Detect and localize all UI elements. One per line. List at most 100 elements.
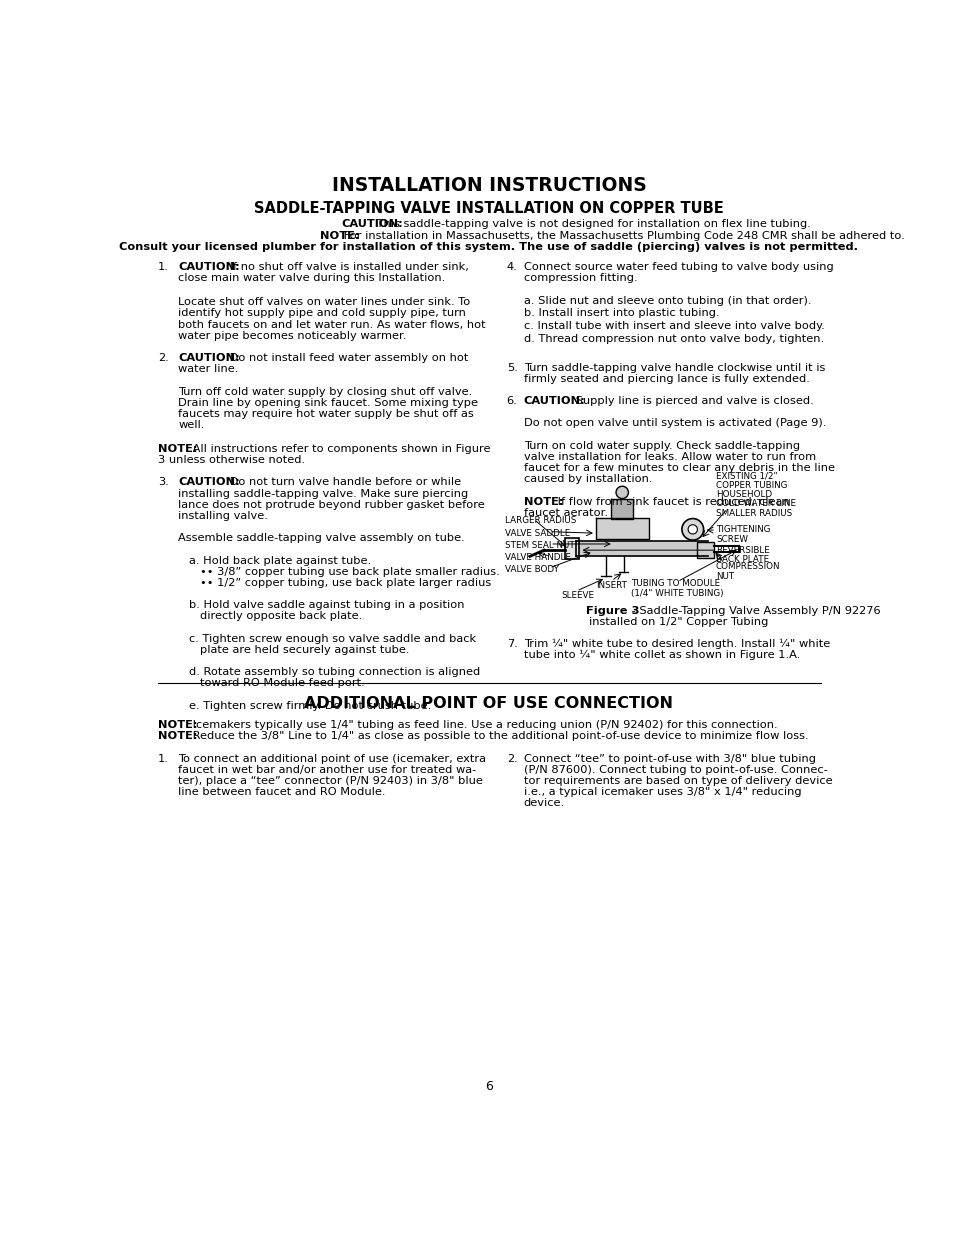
Text: All instructions refer to components shown in Figure: All instructions refer to components sho… (189, 443, 490, 454)
Text: CAUTION:: CAUTION: (523, 396, 585, 406)
Polygon shape (611, 499, 633, 519)
Text: •• 3/8” copper tubing use back plate smaller radius.: •• 3/8” copper tubing use back plate sma… (199, 567, 499, 577)
Circle shape (616, 487, 628, 499)
Text: Icemakers typically use 1/4" tubing as feed line. Use a reducing union (P/N 9240: Icemakers typically use 1/4" tubing as f… (189, 720, 777, 730)
Text: VALVE BODY: VALVE BODY (505, 564, 558, 574)
Text: ADDITIONAL POINT OF USE CONNECTION: ADDITIONAL POINT OF USE CONNECTION (304, 697, 673, 711)
Text: Connect “tee” to point-of-use with 3/8" blue tubing: Connect “tee” to point-of-use with 3/8" … (523, 753, 815, 763)
Text: caused by installation.: caused by installation. (523, 474, 652, 484)
Text: toward RO Module feed port.: toward RO Module feed port. (199, 678, 364, 688)
Text: valve installation for leaks. Allow water to run from: valve installation for leaks. Allow wate… (523, 452, 815, 462)
Text: Supply line is pierced and valve is closed.: Supply line is pierced and valve is clos… (571, 396, 813, 406)
Text: TUBING TO MODULE: TUBING TO MODULE (630, 579, 720, 588)
Text: tube into ¼" white collet as shown in Figure 1.A.: tube into ¼" white collet as shown in Fi… (523, 650, 800, 659)
Text: VALVE SADDLE: VALVE SADDLE (505, 529, 570, 537)
Text: NOTE:: NOTE: (158, 720, 197, 730)
Text: Do not install feed water assembly on hot: Do not install feed water assembly on ho… (226, 353, 468, 363)
Text: Drain line by opening sink faucet. Some mixing type: Drain line by opening sink faucet. Some … (178, 398, 477, 408)
Text: tor requirements are based on type of delivery device: tor requirements are based on type of de… (523, 776, 832, 787)
Text: LARGER RADIUS: LARGER RADIUS (505, 516, 576, 525)
Text: To connect an additional point of use (icemaker, extra: To connect an additional point of use (i… (178, 753, 486, 763)
Text: b. Install insert into plastic tubing.: b. Install insert into plastic tubing. (523, 309, 719, 319)
Text: If no shut off valve is installed under sink,: If no shut off valve is installed under … (226, 262, 468, 272)
Text: line between faucet and RO Module.: line between faucet and RO Module. (178, 787, 385, 798)
Circle shape (681, 519, 703, 540)
Text: faucet in wet bar and/or another use for treated wa-: faucet in wet bar and/or another use for… (178, 764, 476, 776)
Text: NOTE:: NOTE: (158, 731, 197, 741)
Text: plate are held securely against tube.: plate are held securely against tube. (199, 645, 409, 655)
Text: (P/N 87600). Connect tubing to point-of-use. Connec-: (P/N 87600). Connect tubing to point-of-… (523, 764, 826, 776)
Text: Turn saddle-tapping valve handle clockwise until it is: Turn saddle-tapping valve handle clockwi… (523, 363, 824, 373)
Text: Assemble saddle-tapping valve assembly on tube.: Assemble saddle-tapping valve assembly o… (178, 534, 464, 543)
Text: well.: well. (178, 420, 204, 430)
Text: (1/4" WHITE TUBING): (1/4" WHITE TUBING) (630, 589, 722, 598)
Text: installing saddle-tapping valve. Make sure piercing: installing saddle-tapping valve. Make su… (178, 489, 468, 499)
Text: 6: 6 (484, 1079, 493, 1093)
Text: e. Tighten screw firmly. Do not crush tube.: e. Tighten screw firmly. Do not crush tu… (189, 700, 431, 710)
Text: CAUTION:: CAUTION: (178, 478, 239, 488)
Text: Trim ¼" white tube to desired length. Install ¼" white: Trim ¼" white tube to desired length. In… (523, 638, 829, 648)
Text: If flow from sink faucet is reduced, clean: If flow from sink faucet is reduced, cle… (554, 496, 789, 506)
Text: Locate shut off valves on water lines under sink. To: Locate shut off valves on water lines un… (178, 298, 470, 308)
Text: water pipe becomes noticeably warmer.: water pipe becomes noticeably warmer. (178, 331, 406, 341)
Text: STEM SEAL NUT: STEM SEAL NUT (505, 541, 575, 550)
Text: INSERT: INSERT (596, 580, 626, 590)
Text: both faucets on and let water run. As water flows, hot: both faucets on and let water run. As wa… (178, 320, 485, 330)
Text: faucet for a few minutes to clear any debris in the line: faucet for a few minutes to clear any de… (523, 463, 834, 473)
Text: 7.: 7. (506, 638, 517, 648)
Text: 6.: 6. (506, 396, 517, 406)
Text: 1.: 1. (158, 753, 169, 763)
Text: HOUSEHOLD: HOUSEHOLD (716, 490, 771, 499)
Text: identify hot supply pipe and cold supply pipe, turn: identify hot supply pipe and cold supply… (178, 309, 465, 319)
Text: firmly seated and piercing lance is fully extended.: firmly seated and piercing lance is full… (523, 374, 809, 384)
Text: NOTE:: NOTE: (523, 496, 562, 506)
Text: ter), place a “tee” connector (P/N 92403) in 3/8" blue: ter), place a “tee” connector (P/N 92403… (178, 776, 482, 787)
Text: d. Thread compression nut onto valve body, tighten.: d. Thread compression nut onto valve bod… (523, 333, 823, 343)
Text: COPPER TUBING: COPPER TUBING (716, 480, 786, 490)
Text: COLD WATER LINE: COLD WATER LINE (716, 499, 795, 509)
Text: Turn off cold water supply by closing shut off valve.: Turn off cold water supply by closing sh… (178, 387, 472, 396)
Text: installing valve.: installing valve. (178, 511, 268, 521)
Text: This saddle-tapping valve is not designed for installation on flex line tubing.: This saddle-tapping valve is not designe… (372, 219, 809, 228)
Text: 1.: 1. (158, 262, 169, 272)
Text: Do not open valve until system is activated (Page 9).: Do not open valve until system is activa… (523, 419, 825, 429)
Text: c. Tighten screw enough so valve saddle and back: c. Tighten screw enough so valve saddle … (189, 634, 476, 643)
Text: Turn on cold water supply. Check saddle-tapping: Turn on cold water supply. Check saddle-… (523, 441, 799, 451)
Text: VALVE HANDLE: VALVE HANDLE (505, 553, 571, 562)
Text: BACK PLATE: BACK PLATE (716, 555, 768, 563)
Text: 5.: 5. (506, 363, 517, 373)
Text: d. Rotate assembly so tubing connection is aligned: d. Rotate assembly so tubing connection … (189, 667, 479, 677)
FancyBboxPatch shape (564, 537, 578, 559)
Text: COMPRESSION: COMPRESSION (716, 562, 780, 572)
Text: REVERSIBLE: REVERSIBLE (716, 546, 769, 555)
Text: 4.: 4. (506, 262, 517, 272)
Text: SMALLER RADIUS: SMALLER RADIUS (716, 509, 791, 517)
Circle shape (687, 525, 697, 534)
Text: NOTE:: NOTE: (320, 231, 359, 241)
Text: compression fitting.: compression fitting. (523, 273, 637, 283)
Text: directly opposite back plate.: directly opposite back plate. (199, 611, 362, 621)
Text: 3 unless otherwise noted.: 3 unless otherwise noted. (158, 454, 305, 466)
Text: Connect source water feed tubing to valve body using: Connect source water feed tubing to valv… (523, 262, 833, 272)
Text: faucet aerator.: faucet aerator. (523, 508, 607, 517)
Text: For installation in Massachusetts, the Massachusetts Plumbing Code 248 CMR shall: For installation in Massachusetts, the M… (340, 231, 904, 241)
Text: lance does not protrude beyond rubber gasket before: lance does not protrude beyond rubber ga… (178, 500, 484, 510)
Text: NOTE:: NOTE: (158, 443, 197, 454)
Text: Do not turn valve handle before or while: Do not turn valve handle before or while (226, 478, 460, 488)
Text: 2.: 2. (158, 353, 169, 363)
Text: i.e., a typical icemaker uses 3/8" x 1/4" reducing: i.e., a typical icemaker uses 3/8" x 1/4… (523, 787, 801, 798)
Text: SADDLE-TAPPING VALVE INSTALLATION ON COPPER TUBE: SADDLE-TAPPING VALVE INSTALLATION ON COP… (253, 200, 723, 216)
Text: TIGHTENING: TIGHTENING (716, 526, 770, 535)
Text: 3.: 3. (158, 478, 169, 488)
Text: 2.: 2. (506, 753, 517, 763)
Text: EXISTING 1/2": EXISTING 1/2" (716, 472, 777, 480)
Text: b. Hold valve saddle against tubing in a position: b. Hold valve saddle against tubing in a… (189, 600, 464, 610)
Text: SCREW: SCREW (716, 535, 747, 543)
Text: NUT: NUT (716, 572, 734, 580)
Text: Reduce the 3/8" Line to 1/4" as close as possible to the additional point-of-use: Reduce the 3/8" Line to 1/4" as close as… (189, 731, 807, 741)
Text: CAUTION:: CAUTION: (178, 353, 239, 363)
Text: installed on 1/2" Copper Tubing: installed on 1/2" Copper Tubing (589, 616, 768, 626)
Text: faucets may require hot water supply be shut off as: faucets may require hot water supply be … (178, 409, 474, 419)
Text: SLEEVE: SLEEVE (560, 592, 594, 600)
Text: CAUTION:: CAUTION: (340, 219, 402, 228)
